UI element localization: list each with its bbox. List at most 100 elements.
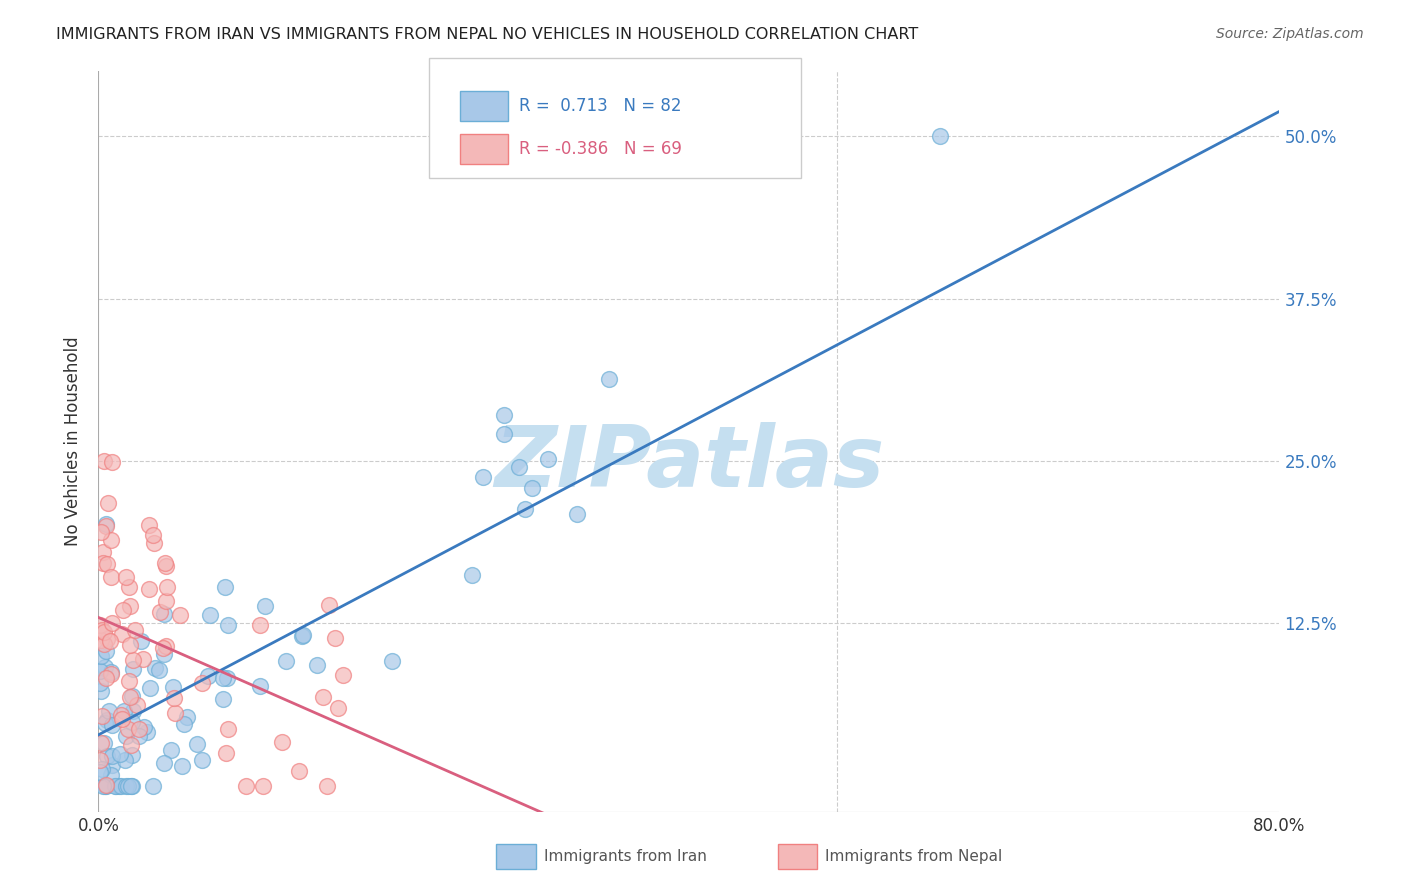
Point <box>96 671 118 685</box>
Point <box>110 707 132 722</box>
Point <box>332 668 354 682</box>
Point <box>121 689 143 703</box>
Point <box>138 518 160 533</box>
Point <box>136 724 159 739</box>
Point <box>494 427 516 442</box>
Point <box>100 767 122 781</box>
Point <box>101 455 124 469</box>
Text: Immigrants from Iran: Immigrants from Iran <box>544 849 707 863</box>
Point <box>508 460 530 475</box>
Point <box>100 667 122 681</box>
Point <box>153 647 176 661</box>
Point <box>96 632 118 647</box>
Point <box>91 545 114 559</box>
Point <box>90 649 112 664</box>
Point <box>198 607 221 622</box>
Point <box>94 779 117 793</box>
Point <box>176 710 198 724</box>
Point <box>122 653 145 667</box>
Point <box>117 779 139 793</box>
Point <box>191 753 214 767</box>
Point <box>89 675 111 690</box>
Point <box>129 633 152 648</box>
Point <box>94 778 117 792</box>
Point <box>148 663 170 677</box>
Point <box>100 570 122 584</box>
Point <box>100 665 122 680</box>
Point <box>142 779 165 793</box>
Point <box>929 129 952 144</box>
Point <box>117 723 139 737</box>
Point <box>155 556 177 570</box>
Point <box>121 714 143 729</box>
Point <box>249 679 271 693</box>
Point <box>93 779 115 793</box>
Point <box>291 629 314 643</box>
Point <box>112 704 135 718</box>
Point <box>94 644 117 658</box>
Point <box>108 779 131 793</box>
Point <box>93 454 115 468</box>
Point <box>173 716 195 731</box>
Point <box>163 706 186 720</box>
Point <box>101 758 124 772</box>
Point <box>163 690 186 705</box>
Point <box>515 502 537 516</box>
Point <box>270 734 292 748</box>
Point <box>112 603 135 617</box>
Point <box>307 657 329 672</box>
Point <box>120 639 142 653</box>
Point <box>253 599 276 614</box>
Point <box>96 749 118 764</box>
Point <box>111 627 134 641</box>
Point <box>153 756 176 770</box>
Point <box>93 659 115 673</box>
Point <box>120 779 142 793</box>
Point <box>100 616 122 631</box>
Point <box>89 618 111 632</box>
Point <box>96 713 118 727</box>
Point <box>118 690 141 704</box>
Point <box>121 747 143 762</box>
Point <box>94 519 117 533</box>
Point <box>114 753 136 767</box>
Point <box>96 496 118 510</box>
Point <box>143 660 166 674</box>
Point <box>186 737 208 751</box>
Point <box>214 581 236 595</box>
Point <box>114 779 136 793</box>
Point <box>217 617 239 632</box>
Point <box>101 749 124 764</box>
Point <box>101 718 124 732</box>
Text: Source: ZipAtlas.com: Source: ZipAtlas.com <box>1216 27 1364 41</box>
Point <box>565 507 588 521</box>
Point <box>153 607 176 621</box>
Point <box>125 698 148 712</box>
Point <box>118 674 141 689</box>
Point <box>211 692 233 706</box>
Point <box>124 623 146 637</box>
Point <box>115 729 138 743</box>
Point <box>217 671 239 685</box>
Point <box>155 594 177 608</box>
Point <box>89 664 111 678</box>
Text: ZIPatlas: ZIPatlas <box>494 422 884 505</box>
Point <box>90 632 112 647</box>
Point <box>122 704 145 718</box>
Point <box>328 701 350 715</box>
Point <box>110 779 132 793</box>
Point <box>98 634 121 648</box>
Point <box>132 651 155 665</box>
Point <box>461 567 484 582</box>
Point <box>217 722 239 736</box>
Point <box>160 743 183 757</box>
Point <box>93 625 115 640</box>
Point <box>91 779 114 793</box>
Point <box>155 558 177 573</box>
Point <box>93 637 115 651</box>
Point <box>162 680 184 694</box>
Point <box>118 580 141 594</box>
Point <box>215 747 238 761</box>
Text: R =  0.713   N = 82: R = 0.713 N = 82 <box>519 97 682 115</box>
Point <box>115 570 138 584</box>
